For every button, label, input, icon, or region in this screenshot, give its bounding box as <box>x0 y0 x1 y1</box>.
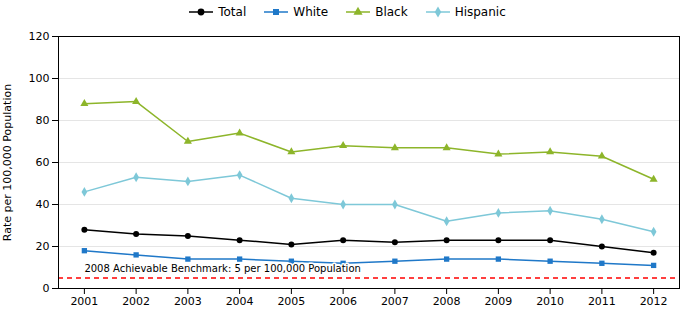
svg-text:0: 0 <box>43 282 50 295</box>
html-text:Total: Total <box>218 5 247 19</box>
svg-text:2006: 2006 <box>329 295 357 308</box>
svg-text:2003: 2003 <box>174 295 202 308</box>
html-text:White: White <box>293 5 329 19</box>
svg-text:20: 20 <box>36 240 50 253</box>
svg-text:2002: 2002 <box>122 295 150 308</box>
svg-text:2005: 2005 <box>277 295 305 308</box>
svg-text:60: 60 <box>36 156 50 169</box>
html-text:Hispanic: Hispanic <box>454 5 506 19</box>
svg-text:2012: 2012 <box>640 295 668 308</box>
svg-text:120: 120 <box>29 30 50 43</box>
svg-text:2009: 2009 <box>484 295 512 308</box>
svg-text:100: 100 <box>29 72 50 85</box>
svg-text:2007: 2007 <box>381 295 409 308</box>
svg-text:2001: 2001 <box>70 295 98 308</box>
svg-text:Rate per 100,000 Population: Rate per 100,000 Population <box>1 84 14 241</box>
svg-text:2008: 2008 <box>433 295 461 308</box>
svg-text:40: 40 <box>36 198 50 211</box>
svg-text:2011: 2011 <box>588 295 616 308</box>
svg-text:80: 80 <box>36 114 50 127</box>
svg-text:2010: 2010 <box>536 295 564 308</box>
svg-text:2004: 2004 <box>226 295 254 308</box>
svg-text:2008 Achievable Benchmark: 5 p: 2008 Achievable Benchmark: 5 per 100,000… <box>84 263 360 274</box>
html-text:Black: Black <box>375 5 408 19</box>
